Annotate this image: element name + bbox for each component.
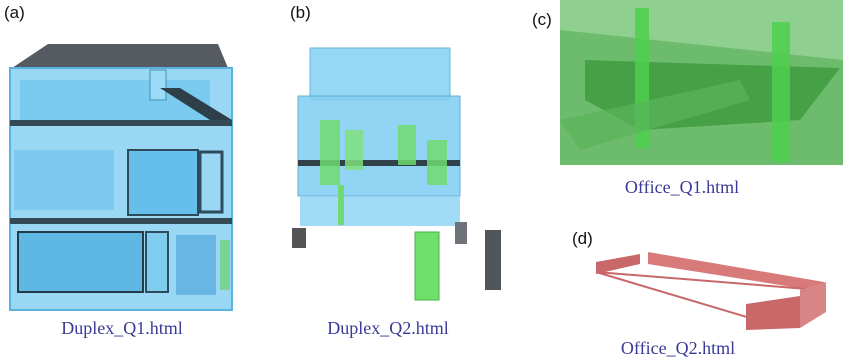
panel-caption: Duplex_Q2.html [327, 318, 449, 338]
panel-label: (c) [532, 10, 552, 29]
panel-caption: Office_Q1.html [625, 177, 739, 197]
panel-label: (d) [572, 229, 593, 248]
duplex-q2-render [292, 48, 501, 300]
office-q2-render [596, 252, 826, 330]
panel-label: (a) [4, 3, 25, 22]
office-q1-render [560, 0, 843, 165]
page: {"panels": [ {"label": "(a)", "caption":… [0, 0, 843, 361]
panel-caption: Duplex_Q1.html [61, 318, 183, 338]
figure: (a) Duplex_Q1.html (b) Duplex_Q2.html (c… [0, 0, 843, 361]
panel-label: (b) [290, 3, 311, 22]
duplex-q1-render [10, 44, 232, 310]
panel-caption: Office_Q2.html [621, 338, 735, 358]
